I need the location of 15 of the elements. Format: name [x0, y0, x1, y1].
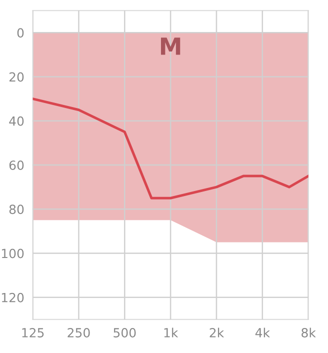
x-tick-label: 250 — [68, 328, 90, 338]
x-tick-label: 125 — [22, 328, 44, 338]
y-tick-label: 20 — [9, 72, 24, 82]
y-tick-label: 60 — [9, 160, 24, 170]
y-tick-label: 100 — [2, 248, 24, 258]
y-tick-label: 0 — [17, 28, 24, 38]
x-tick-label: 1k — [164, 328, 178, 338]
y-tick-label: 80 — [9, 204, 24, 214]
x-tick-label: 2k — [210, 328, 224, 338]
annotation: M — [160, 38, 180, 55]
y-tick-label: 40 — [9, 116, 24, 126]
y-tick-label: 120 — [2, 292, 24, 302]
x-tick-label: 500 — [114, 328, 136, 338]
x-tick-label: 4k — [255, 328, 270, 338]
x-tick-label: 8k — [302, 328, 316, 338]
